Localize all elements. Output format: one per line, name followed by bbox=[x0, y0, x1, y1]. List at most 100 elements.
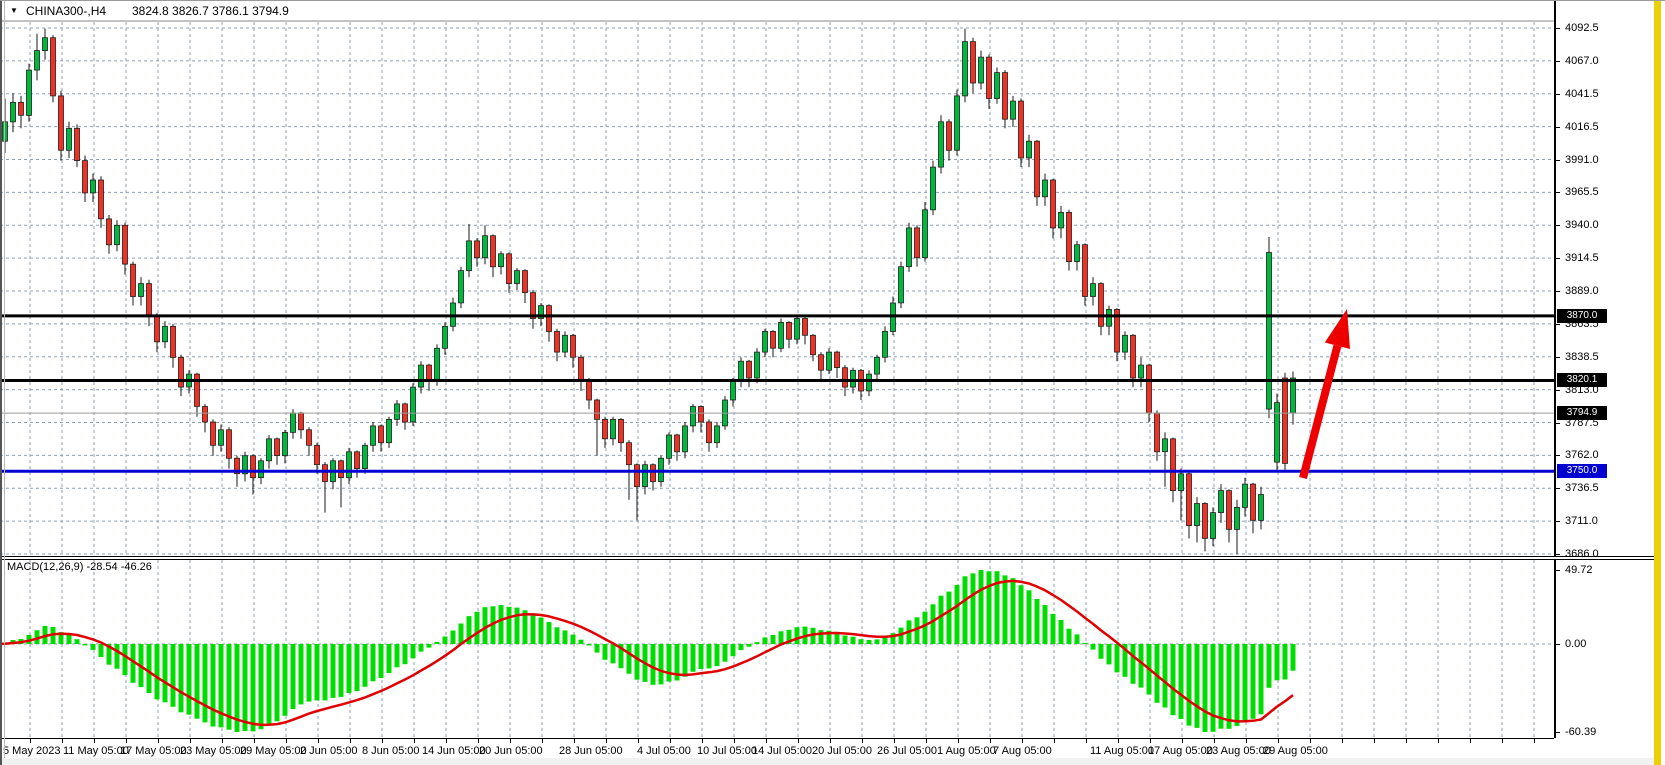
time-axis-tick bbox=[702, 739, 703, 743]
time-axis-tick bbox=[1022, 739, 1023, 743]
time-label: 11 Aug 05:00 bbox=[1090, 745, 1155, 757]
right-scrollbar-stripe bbox=[1654, 1, 1661, 765]
price-axis-tick bbox=[1556, 554, 1560, 555]
time-axis-tick bbox=[574, 739, 575, 743]
window-left-edge bbox=[0, 1, 2, 765]
price-axis-label: 3914.5 bbox=[1565, 252, 1599, 264]
time-label: 17 May 05:00 bbox=[120, 745, 187, 757]
time-axis-tick bbox=[862, 739, 863, 743]
macd-axis-label: -60.39 bbox=[1565, 726, 1597, 738]
macd-axis-label: 49.72 bbox=[1565, 564, 1593, 576]
price-axis-label: 4067.0 bbox=[1565, 55, 1599, 67]
time-axis[interactable]: 5 May 2023 11 May 05:00 17 May 05:00 23 May… bbox=[0, 738, 1554, 760]
time-axis-tick bbox=[94, 739, 95, 743]
price-tag-3870.0: 3870.0 bbox=[1557, 309, 1607, 323]
price-axis-tick bbox=[1556, 455, 1560, 456]
macd-signal-line bbox=[0, 579, 1294, 727]
time-axis-tick bbox=[190, 739, 191, 743]
price-tag-3750.0: 3750.0 bbox=[1557, 464, 1607, 478]
time-label: 23 May 05:00 bbox=[180, 745, 247, 757]
time-axis-tick bbox=[30, 739, 31, 743]
price-axis-tick bbox=[1556, 28, 1560, 29]
trend-arrow-annotation[interactable] bbox=[1299, 309, 1350, 480]
time-axis-tick bbox=[1150, 739, 1151, 743]
time-label: 2 Jun 05:00 bbox=[300, 745, 358, 757]
price-axis-tick bbox=[1556, 324, 1560, 325]
time-axis-tick bbox=[638, 739, 639, 743]
time-axis-tick bbox=[606, 739, 607, 743]
price-axis-tick bbox=[1556, 192, 1560, 193]
price-chart[interactable] bbox=[0, 1, 1554, 738]
price-axis-tick bbox=[1556, 488, 1560, 489]
time-axis-tick bbox=[446, 739, 447, 743]
time-axis-tick bbox=[798, 739, 799, 743]
macd-axis-tick bbox=[1556, 644, 1560, 645]
time-label: 5 May 2023 bbox=[3, 745, 61, 757]
time-label: 28 Jun 05:00 bbox=[559, 745, 623, 757]
time-axis-tick bbox=[990, 739, 991, 743]
macd-histogram bbox=[2, 570, 1296, 732]
price-axis-label: 3965.5 bbox=[1565, 186, 1599, 198]
time-axis-tick bbox=[1502, 739, 1503, 743]
panel-separator[interactable] bbox=[0, 556, 1665, 560]
window-left-inner-edge bbox=[4, 1, 5, 758]
price-axis-tick bbox=[1556, 357, 1560, 358]
price-axis[interactable]: 4092.5 4067.0 4041.5 4016.5 3991.0 3965.5 3940… bbox=[1554, 1, 1656, 738]
time-axis-tick bbox=[382, 739, 383, 743]
time-label: 14 Jun 05:00 bbox=[422, 745, 486, 757]
time-axis-tick bbox=[1246, 739, 1247, 743]
price-axis-tick bbox=[1556, 258, 1560, 259]
time-label: 26 Jul 05:00 bbox=[877, 745, 937, 757]
time-axis-tick bbox=[1310, 739, 1311, 743]
time-axis-tick bbox=[1278, 739, 1279, 743]
price-axis-tick bbox=[1556, 291, 1560, 292]
time-axis-tick bbox=[286, 739, 287, 743]
time-axis-tick bbox=[894, 739, 895, 743]
time-axis-tick bbox=[1054, 739, 1055, 743]
chevron-down-icon[interactable]: ▼ bbox=[10, 6, 18, 15]
time-axis-tick bbox=[478, 739, 479, 743]
price-axis-tick bbox=[1556, 160, 1560, 161]
time-label: 29 Aug 05:00 bbox=[1263, 745, 1328, 757]
time-label: 20 Jun 05:00 bbox=[479, 745, 543, 757]
time-label: 1 Aug 05:00 bbox=[937, 745, 996, 757]
time-axis-tick bbox=[766, 739, 767, 743]
price-axis-label: 3889.0 bbox=[1565, 285, 1599, 297]
time-axis-tick bbox=[734, 739, 735, 743]
macd-indicator-label: MACD(12,26,9) -28.54 -46.26 bbox=[7, 561, 152, 573]
window-bottom-edge bbox=[0, 758, 1665, 765]
time-label: 14 Jul 05:00 bbox=[752, 745, 812, 757]
time-axis-tick bbox=[1534, 739, 1535, 743]
price-axis-tick bbox=[1556, 390, 1560, 391]
time-axis-tick bbox=[1374, 739, 1375, 743]
price-axis-label: 3736.5 bbox=[1565, 482, 1599, 494]
time-axis-tick bbox=[1214, 739, 1215, 743]
price-axis-label: 3838.5 bbox=[1565, 351, 1599, 363]
price-axis-label: 3711.0 bbox=[1565, 515, 1598, 527]
time-axis-tick bbox=[542, 739, 543, 743]
time-label: 20 Jul 05:00 bbox=[812, 745, 872, 757]
time-axis-tick bbox=[510, 739, 511, 743]
price-axis-label: 4041.5 bbox=[1565, 88, 1599, 100]
price-axis-tick bbox=[1556, 61, 1560, 62]
time-axis-tick bbox=[62, 739, 63, 743]
price-axis-tick bbox=[1556, 94, 1560, 95]
time-axis-tick bbox=[414, 739, 415, 743]
symbol-period-label: CHINA300-,H4 bbox=[26, 4, 107, 18]
time-axis-tick bbox=[222, 739, 223, 743]
price-axis-label: 3787.5 bbox=[1565, 417, 1599, 429]
time-label: 7 Aug 05:00 bbox=[993, 745, 1052, 757]
price-axis-tick bbox=[1556, 423, 1560, 424]
time-axis-tick bbox=[1182, 739, 1183, 743]
time-axis-tick bbox=[1118, 739, 1119, 743]
time-axis-tick bbox=[926, 739, 927, 743]
window-right-edge bbox=[1661, 1, 1665, 765]
price-axis-label: 4016.5 bbox=[1565, 121, 1599, 133]
time-axis-tick bbox=[1438, 739, 1439, 743]
price-axis-label: 3940.0 bbox=[1565, 219, 1599, 231]
time-axis-tick bbox=[254, 739, 255, 743]
chart-title-bar: ▼ CHINA300-,H4 3824.8 3826.7 3786.1 3794… bbox=[0, 1, 1554, 21]
price-axis-tick bbox=[1556, 127, 1560, 128]
price-axis-tick bbox=[1556, 521, 1560, 522]
time-axis-tick bbox=[958, 739, 959, 743]
